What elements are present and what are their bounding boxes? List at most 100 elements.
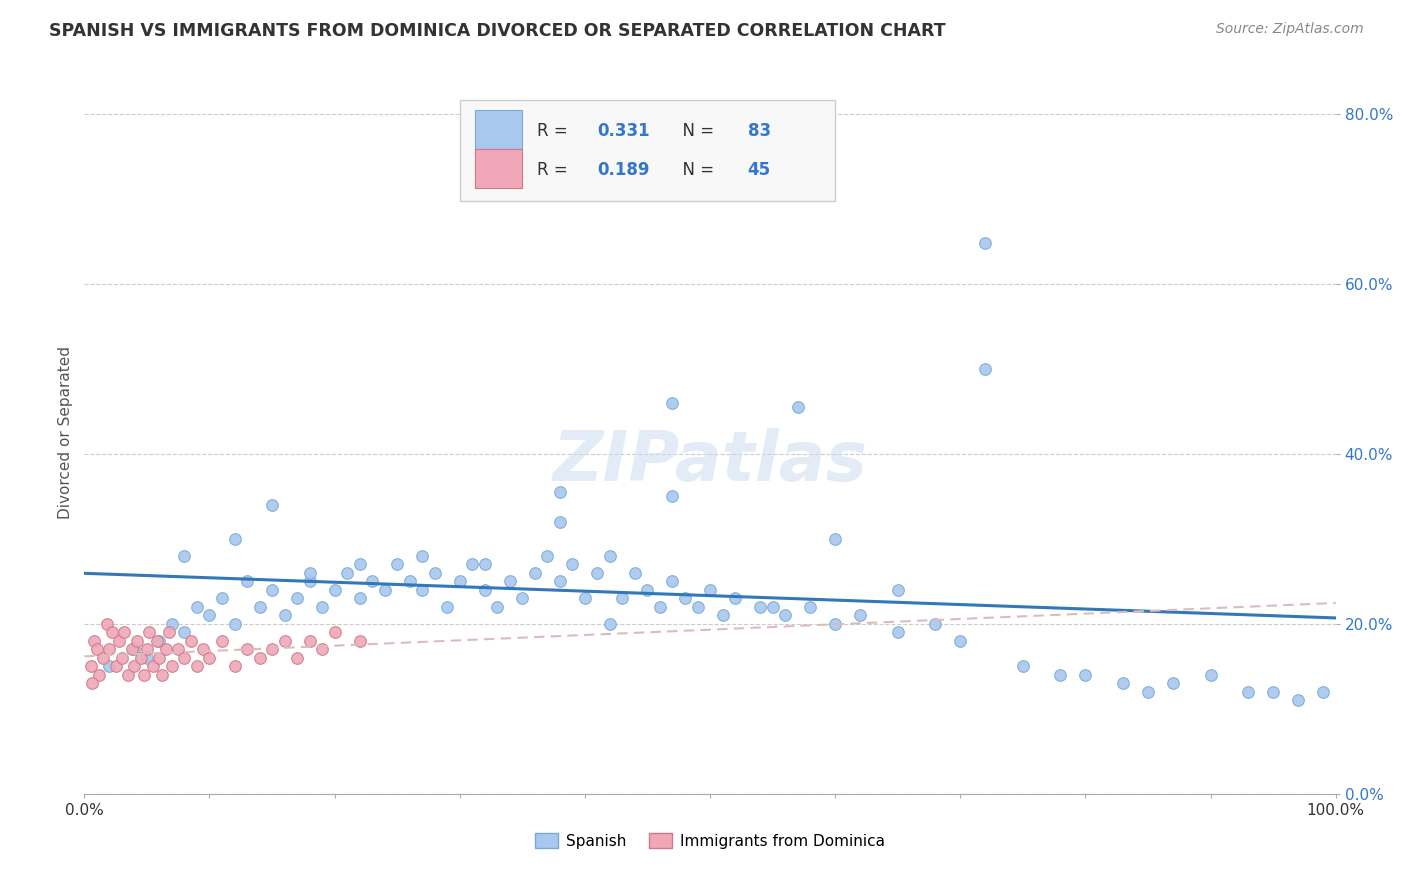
Point (887, 625, 910, 640)
Point (773, 608, 796, 623)
Point (548, 515, 571, 529)
Point (224, 616, 246, 631)
Point (586, 566, 609, 580)
Point (249, 599, 271, 614)
Point (1049, 668, 1071, 682)
Point (411, 549, 433, 563)
Y-axis label: Divorced or Separated: Divorced or Separated (58, 346, 73, 519)
Point (336, 566, 359, 580)
Point (180, 633, 202, 648)
Text: N =: N = (672, 161, 720, 178)
Point (224, 659, 246, 673)
Point (108, 633, 131, 648)
Point (699, 582, 721, 597)
Point (486, 599, 509, 614)
Point (236, 642, 259, 657)
Point (661, 396, 683, 410)
Point (385, 558, 409, 572)
Point (198, 608, 221, 623)
Point (824, 532, 846, 546)
Point (523, 566, 546, 580)
Text: 0.331: 0.331 (598, 121, 650, 140)
Point (129, 651, 152, 665)
FancyBboxPatch shape (460, 100, 835, 202)
Point (211, 591, 233, 606)
Point (512, 591, 534, 606)
Point (273, 633, 295, 648)
Point (887, 582, 910, 597)
Point (98, 659, 121, 673)
Point (474, 582, 496, 597)
Point (548, 485, 571, 500)
Text: ZIPatlas: ZIPatlas (553, 428, 868, 495)
Point (637, 582, 659, 597)
Point (249, 651, 271, 665)
Point (160, 659, 183, 673)
Point (124, 642, 146, 657)
Text: 0.189: 0.189 (598, 161, 650, 178)
Point (198, 651, 221, 665)
Point (193, 642, 215, 657)
Legend: Spanish, Immigrants from Dominica: Spanish, Immigrants from Dominica (529, 827, 891, 855)
Point (749, 599, 772, 614)
Text: 83: 83 (748, 121, 770, 140)
Point (89, 668, 111, 682)
Point (661, 489, 683, 503)
Point (285, 651, 308, 665)
Point (134, 668, 156, 682)
Point (173, 651, 195, 665)
Point (167, 642, 190, 657)
Point (436, 599, 458, 614)
Point (574, 591, 596, 606)
Point (160, 616, 183, 631)
Text: R =: R = (537, 161, 574, 178)
Bar (475, 110, 523, 149)
Point (124, 659, 146, 673)
Point (236, 574, 259, 589)
Point (142, 659, 165, 673)
Point (86, 642, 108, 657)
Point (423, 566, 446, 580)
Point (1263, 685, 1285, 699)
Point (599, 549, 621, 563)
Point (273, 608, 295, 623)
Point (173, 549, 195, 563)
Point (112, 625, 135, 640)
Point (849, 608, 872, 623)
Point (1012, 659, 1035, 673)
Point (661, 574, 683, 589)
Point (786, 400, 808, 414)
Point (101, 625, 124, 640)
Point (1312, 685, 1334, 699)
Point (561, 558, 583, 572)
Point (461, 558, 484, 572)
Point (173, 625, 195, 640)
Point (98, 642, 121, 657)
Point (474, 558, 496, 572)
Point (686, 599, 709, 614)
Point (323, 582, 346, 597)
Point (599, 616, 621, 631)
Text: R =: R = (537, 121, 574, 140)
Point (762, 599, 785, 614)
Point (1074, 668, 1097, 682)
Point (117, 668, 139, 682)
Point (673, 591, 696, 606)
Point (349, 591, 371, 606)
Point (499, 574, 522, 589)
Point (148, 633, 170, 648)
Point (1136, 685, 1159, 699)
Point (724, 591, 747, 606)
Point (624, 566, 647, 580)
Point (136, 642, 159, 657)
Point (155, 642, 177, 657)
Point (349, 558, 371, 572)
Point (711, 608, 734, 623)
Point (349, 633, 371, 648)
Point (211, 633, 233, 648)
Point (224, 532, 246, 546)
Point (398, 574, 420, 589)
Point (374, 582, 396, 597)
Text: 45: 45 (748, 161, 770, 178)
Point (311, 642, 333, 657)
